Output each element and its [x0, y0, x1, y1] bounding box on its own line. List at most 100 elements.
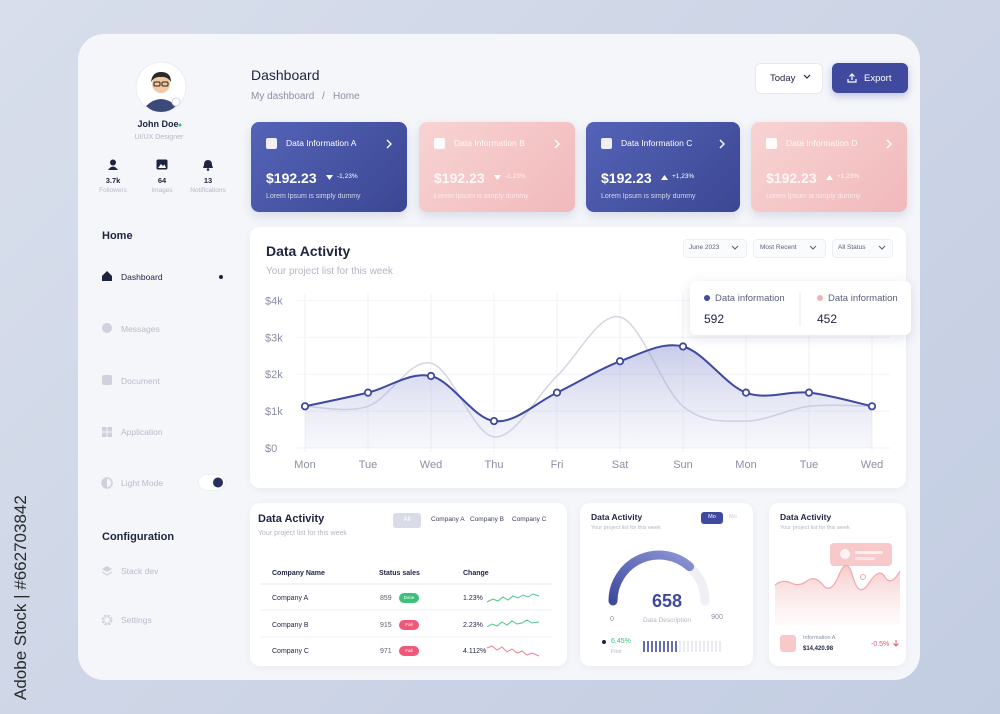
- trend-arrow-shape: [326, 175, 333, 180]
- series-line: [304, 344, 873, 423]
- legend-label[interactable]: Data information: [828, 293, 898, 304]
- x-tick-label: Tue: [800, 459, 819, 471]
- x-tick-label: Wed: [861, 459, 883, 471]
- section-subtitle: Your project list for this week: [591, 525, 661, 531]
- info-card[interactable]: Data Information C $192.23 +1,23% Lorem Ips…: [586, 122, 740, 212]
- gauge-min: 0: [610, 616, 614, 623]
- nav-item[interactable]: Light Mode: [121, 478, 164, 488]
- card-icon-shape: [434, 138, 445, 149]
- trend-arrow-shape: [494, 175, 501, 180]
- cell-change: 2.23%: [463, 621, 483, 629]
- period-label: Today: [770, 73, 796, 84]
- followers-icon: [108, 159, 118, 170]
- data-point: [300, 402, 310, 411]
- card-title: Data Information C: [621, 138, 693, 148]
- tab-active[interactable]: [393, 513, 421, 528]
- tab[interactable]: All: [403, 516, 411, 523]
- data-point: [741, 388, 751, 397]
- tab[interactable]: Mo: [729, 514, 737, 520]
- online-dot: [178, 123, 182, 127]
- cell-sales: 915: [380, 621, 392, 629]
- card-change: +1,23%: [837, 173, 860, 180]
- series-area: [305, 345, 872, 448]
- nav-item[interactable]: Dashboard: [121, 272, 163, 282]
- card-icon-shape: [766, 138, 777, 149]
- nav-heading: Home: [102, 230, 133, 242]
- card-note: Lorem Ipsum is simply dummy: [266, 193, 361, 200]
- mini-item: Information A: [803, 635, 836, 641]
- tab[interactable]: Company B: [470, 516, 504, 523]
- chevron-path: [886, 139, 892, 149]
- tab[interactable]: Mo: [708, 514, 716, 520]
- card-value: $192.23: [434, 170, 485, 186]
- breadcrumb[interactable]: Home: [333, 91, 360, 102]
- light-mode-toggle[interactable]: [198, 474, 226, 491]
- data-point: [678, 342, 688, 351]
- cell-company: Company A: [272, 595, 309, 602]
- card-chevron[interactable]: [385, 139, 393, 149]
- nav-item[interactable]: Settings: [121, 615, 152, 625]
- chevron-path: [554, 139, 560, 149]
- chevron: [803, 74, 811, 79]
- section-subtitle: Your project list for this week: [266, 266, 393, 277]
- section-subtitle: Your project list for this week: [780, 525, 850, 531]
- line-chart: $0 $1k $2k $3k $4k Mon Tue Wed Thu Fri Sat Sun Mon Tu…: [265, 293, 890, 471]
- breadcrumb[interactable]: My dashboard: [251, 91, 315, 102]
- nav-item[interactable]: Document: [121, 376, 160, 386]
- cell-sales: 971: [380, 648, 392, 655]
- mini-area-chart: [774, 543, 901, 652]
- x-tick-label: Mon: [735, 459, 756, 471]
- export-button[interactable]: [832, 63, 908, 93]
- column-header: Company Name: [272, 570, 325, 577]
- data-point: [804, 388, 814, 397]
- card-title: Data Information D: [786, 138, 858, 148]
- data-point: [867, 402, 877, 411]
- tab[interactable]: Company A: [431, 516, 465, 523]
- info-card[interactable]: Data Information B $192.23 -1,23% Lorem Ips…: [419, 122, 575, 212]
- gauge-caption: Data Description: [643, 617, 691, 624]
- info-card[interactable]: Data Information A $192.23 -1,23% Lorem Ips…: [251, 122, 407, 212]
- x-tick-label: Tue: [359, 459, 378, 471]
- info-card[interactable]: Data Information D $192.23 +1,23% Lorem Ips…: [751, 122, 907, 212]
- status-badge: Done: [399, 593, 419, 603]
- nav-item[interactable]: Application: [121, 427, 163, 437]
- y-tick-label: $4k: [265, 295, 283, 307]
- legend-value: 452: [817, 312, 838, 326]
- cell-change: 4.112%: [463, 648, 487, 655]
- card-value: $192.23: [766, 170, 817, 186]
- table-lines: [260, 583, 552, 657]
- cell-sales: 859: [380, 595, 392, 602]
- column-header: Change: [463, 570, 489, 577]
- gauge-change: 6,45%: [611, 638, 631, 645]
- card-chevron[interactable]: [553, 139, 561, 149]
- card-chevron[interactable]: [718, 139, 726, 149]
- chevron-path: [386, 139, 392, 149]
- page-title: Dashboard: [251, 67, 320, 83]
- cell-company: Company C: [272, 648, 309, 655]
- card-change: -1,23%: [337, 173, 358, 180]
- user-role: UI/UX Designer: [134, 134, 184, 141]
- gauge-value-arc: [608, 550, 695, 606]
- nav-item[interactable]: Stack dev: [121, 566, 159, 576]
- tab[interactable]: Company C: [512, 516, 547, 523]
- nav-icon: [102, 323, 112, 333]
- nav-icon: [101, 614, 113, 626]
- legend-divider: [799, 292, 801, 326]
- card-chevron[interactable]: [885, 139, 893, 149]
- nav-item[interactable]: Messages: [121, 324, 160, 334]
- x-tick-label: Mon: [294, 459, 315, 471]
- trend-arrow: [326, 175, 333, 180]
- period-select[interactable]: [755, 63, 823, 94]
- data-point: [489, 416, 499, 426]
- gauge-card: [580, 503, 753, 666]
- gauge-change-label: First: [611, 649, 622, 655]
- trend-arrow-shape: [661, 175, 668, 180]
- section-title: Data Activity: [258, 513, 325, 525]
- card-icon: [434, 138, 445, 149]
- legend-label[interactable]: Data information: [715, 293, 785, 304]
- avatar[interactable]: [134, 60, 188, 114]
- tab-active[interactable]: [701, 512, 723, 524]
- nav-icon: [101, 566, 113, 576]
- data-point: [363, 388, 373, 397]
